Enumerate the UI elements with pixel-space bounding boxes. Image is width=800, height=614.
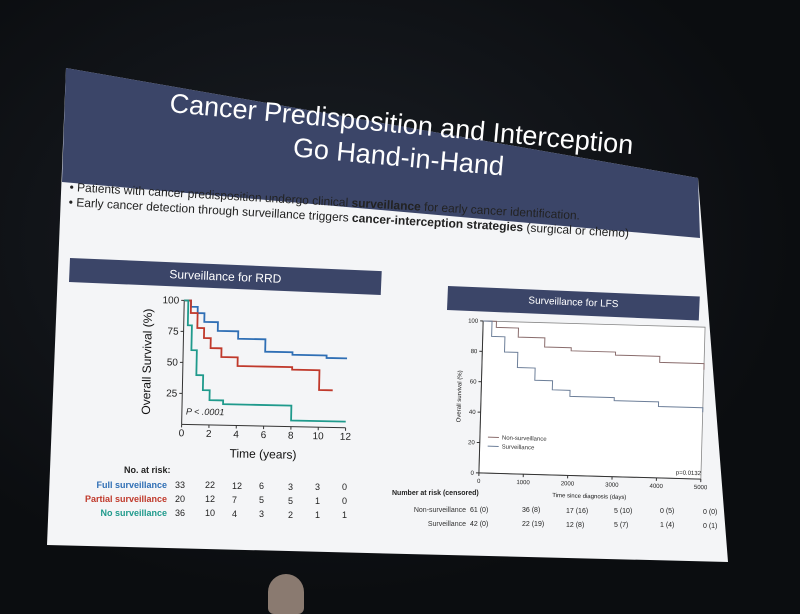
x-tick-label: 4000 xyxy=(649,484,663,490)
risk-row-label: Non-surveillance xyxy=(414,507,466,514)
x-tick-label: 5000 xyxy=(694,485,708,491)
risk-row-label: Surveillance xyxy=(428,521,466,528)
y-tick-label: 40 xyxy=(469,410,477,416)
x-tick-label: 2000 xyxy=(561,481,575,487)
risk-table-header: No. at risk: xyxy=(124,465,171,475)
risk-cell: 42 (0) xyxy=(470,521,488,528)
risk-cell: 6 xyxy=(259,481,264,491)
x-tick-label: 0 xyxy=(477,479,481,485)
risk-row-label: No surveillance xyxy=(100,508,167,518)
x-tick-label: 3000 xyxy=(605,482,619,488)
risk-cell: 7 xyxy=(232,495,237,505)
plot-frame xyxy=(479,321,705,479)
risk-cell: 0 (1) xyxy=(703,523,717,530)
risk-row-label: Full surveillance xyxy=(96,480,167,490)
risk-cell: 36 xyxy=(175,508,185,518)
risk-cell: 17 (16) xyxy=(566,508,588,515)
risk-cell: 1 xyxy=(342,510,347,520)
risk-cell: 3 xyxy=(315,482,320,492)
risk-table-header: Number at risk (censored) xyxy=(392,490,479,497)
legend-label: Non-surveillance xyxy=(502,436,547,443)
risk-cell: 12 xyxy=(232,481,242,491)
risk-cell: 33 xyxy=(175,480,185,490)
risk-cell: 5 xyxy=(259,495,264,505)
risk-cell: 1 (4) xyxy=(660,522,674,529)
risk-cell: 0 (5) xyxy=(660,508,674,515)
legend-label: Surveillance xyxy=(502,445,536,452)
risk-cell: 12 (8) xyxy=(566,522,584,529)
y-tick-label: 80 xyxy=(471,349,479,355)
risk-row-label: Partial surveillance xyxy=(85,494,167,504)
risk-cell: 20 xyxy=(175,494,185,504)
risk-cell: 0 (0) xyxy=(703,509,717,516)
risk-cell: 1 xyxy=(315,496,320,506)
risk-cell: 3 xyxy=(259,509,264,519)
risk-cell: 10 xyxy=(205,508,215,518)
risk-cell: 2 xyxy=(288,510,293,520)
risk-cell: 4 xyxy=(232,509,237,519)
risk-cell: 5 (7) xyxy=(614,522,628,529)
risk-cell: 12 xyxy=(205,494,215,504)
x-axis-label: Time since diagnosis (days) xyxy=(552,493,626,501)
y-tick-label: 20 xyxy=(468,440,476,446)
risk-cell: 0 xyxy=(342,496,347,506)
y-tick-label: 100 xyxy=(468,319,479,325)
x-tick-label: 1000 xyxy=(516,480,530,486)
plot-group: 0 1000 2000 3000 4000 5000 0 20 40 60 80 100 Time si… xyxy=(454,318,712,503)
y-tick-label: 0 xyxy=(470,471,474,477)
risk-cell: 1 xyxy=(315,510,320,520)
risk-cell: 3 xyxy=(288,482,293,492)
y-axis-label: Overall survival (%) xyxy=(456,370,463,422)
risk-cell: 36 (8) xyxy=(522,507,540,514)
y-tick-label: 60 xyxy=(470,379,478,385)
risk-cell: 61 (0) xyxy=(470,507,488,514)
risk-cell: 5 xyxy=(288,496,293,506)
p-value-annotation: p=0.0132 xyxy=(676,470,702,477)
risk-cell: 5 (10) xyxy=(614,508,632,515)
risk-cell: 22 (19) xyxy=(522,521,544,528)
risk-cell: 22 xyxy=(205,480,215,490)
presenter-head xyxy=(268,574,304,614)
risk-cell: 0 xyxy=(342,482,347,492)
